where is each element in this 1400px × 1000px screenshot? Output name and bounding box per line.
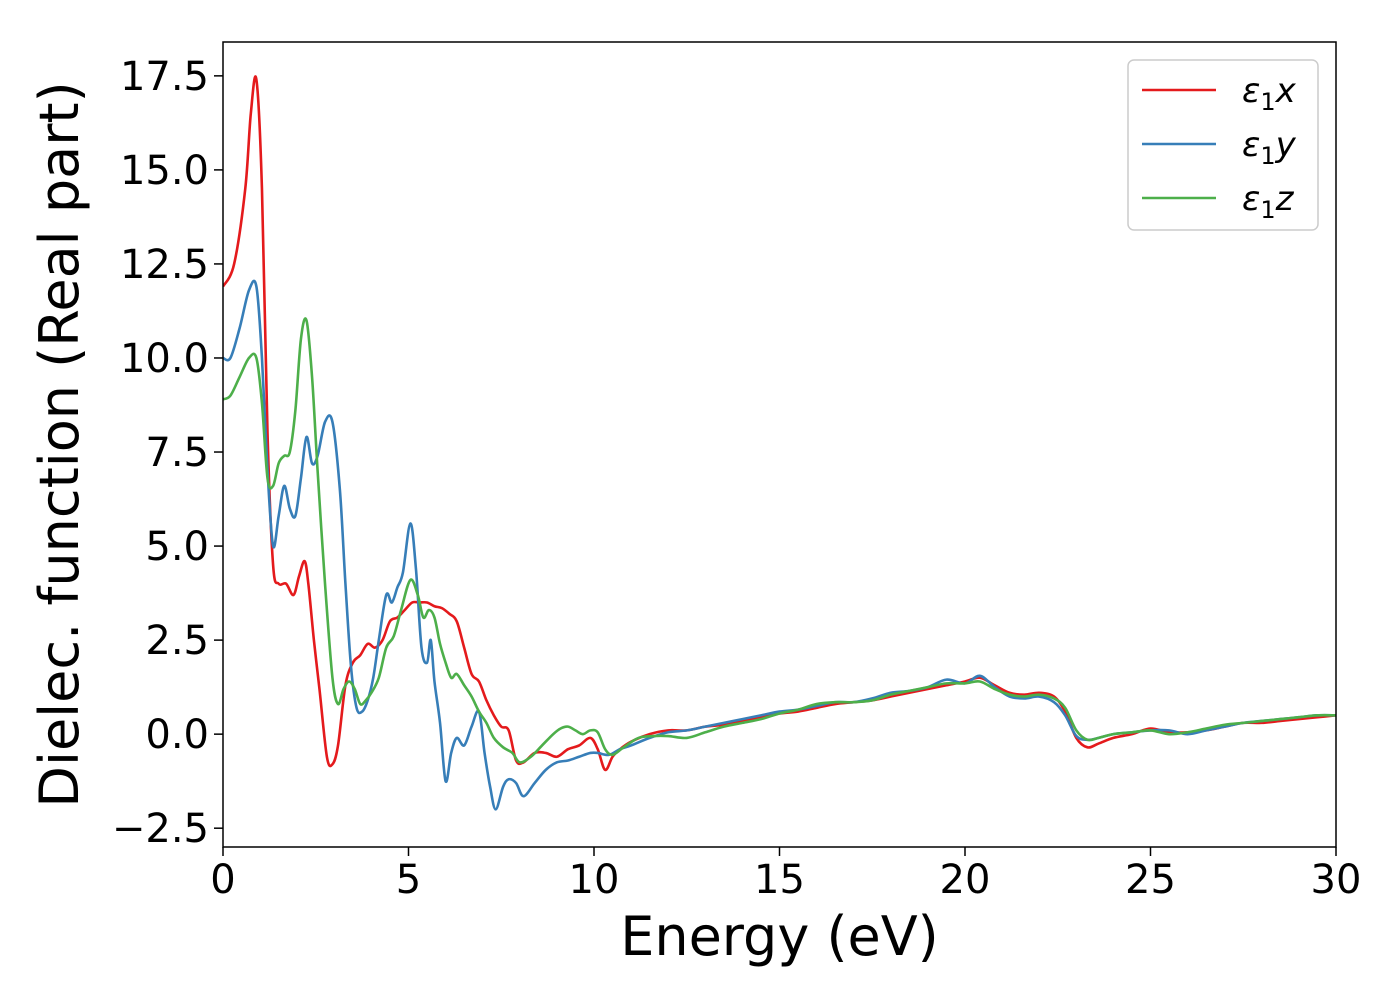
series-layer [223, 75, 1336, 811]
y-tick-label: −2.5 [112, 806, 209, 852]
series-line-z [223, 317, 1336, 764]
x-tick-label: 30 [1311, 857, 1362, 903]
x-tick-label: 5 [396, 857, 421, 903]
x-tick-label: 15 [754, 857, 805, 903]
x-axis: 0 5 10 15 20 25 30 [210, 847, 1361, 903]
legend-label-y: ε1y [1242, 125, 1297, 170]
legend-label-z: ε1z [1242, 179, 1295, 224]
y-tick-label: 10.0 [120, 336, 209, 382]
y-tick-label: 17.5 [120, 54, 209, 100]
x-tick-label: 10 [569, 857, 620, 903]
y-tick-label: 12.5 [120, 242, 209, 288]
legend-label-x: ε1x [1242, 71, 1297, 116]
x-tick-label: 20 [940, 857, 991, 903]
series-line-y [223, 279, 1336, 811]
y-tick-label: 2.5 [145, 618, 209, 664]
x-tick-label: 25 [1125, 857, 1176, 903]
y-tick-label: 7.5 [145, 430, 209, 476]
y-axis: −2.5 0.0 2.5 5.0 7.5 10.0 12.5 15.0 17.5 [112, 54, 223, 852]
y-tick-label: 5.0 [145, 524, 209, 570]
y-tick-label: 15.0 [120, 148, 209, 194]
x-axis-label: Energy (eV) [620, 905, 939, 968]
x-tick-label: 0 [210, 857, 235, 903]
y-tick-label: 0.0 [145, 712, 209, 758]
legend-box [1127, 59, 1319, 231]
legend: ε1x ε1y ε1z [1127, 59, 1319, 231]
series-line-x [223, 75, 1336, 772]
y-axis-label: Dielec. function (Real part) [28, 81, 91, 807]
